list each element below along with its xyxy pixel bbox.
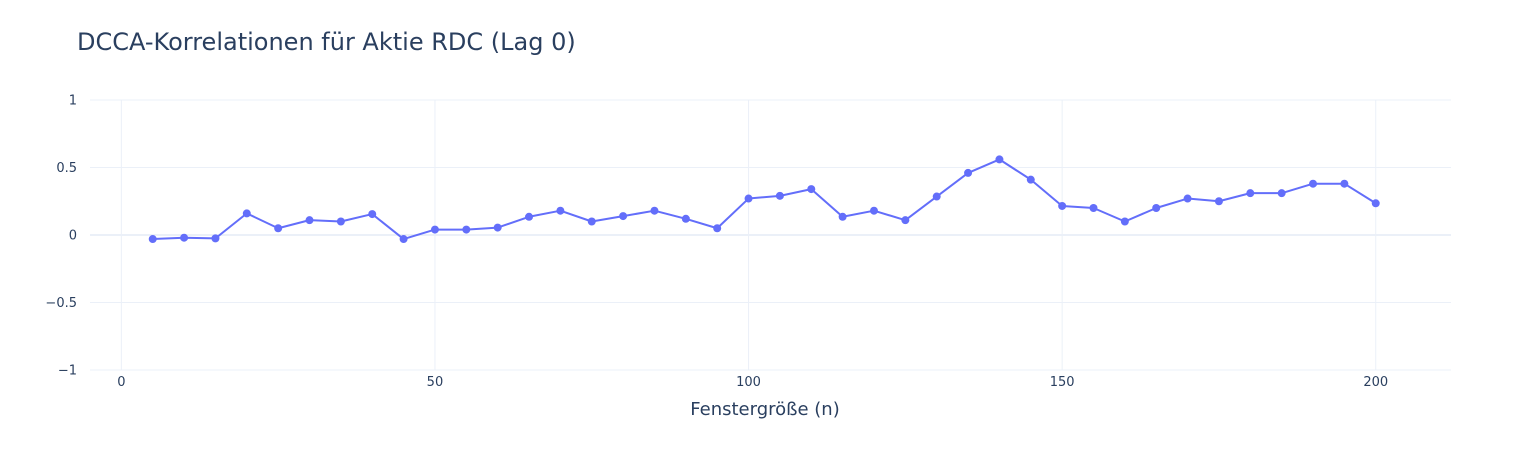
data-point-90[interactable] xyxy=(681,214,690,223)
data-point-175[interactable] xyxy=(1214,197,1223,206)
x-tick-label-100: 100 xyxy=(736,375,761,390)
data-point-30[interactable] xyxy=(305,216,314,225)
data-point-190[interactable] xyxy=(1309,179,1318,188)
y-tick-label-2: 0 xyxy=(69,229,77,244)
data-point-95[interactable] xyxy=(713,224,722,233)
data-point-120[interactable] xyxy=(869,206,878,215)
x-tick-label-200: 200 xyxy=(1363,375,1388,390)
data-point-185[interactable] xyxy=(1277,189,1286,198)
y-tick-label-4: 1 xyxy=(69,94,77,109)
data-point-85[interactable] xyxy=(650,206,659,215)
y-tick-label-3: 0.5 xyxy=(56,161,77,176)
data-point-130[interactable] xyxy=(932,192,941,201)
data-point-40[interactable] xyxy=(368,210,377,219)
data-point-135[interactable] xyxy=(964,168,973,177)
tick-layer: 0 50 100 150 200 −1 −0.5 0 0.5 1 xyxy=(45,94,1388,391)
grid-layer xyxy=(90,99,1451,371)
data-point-55[interactable] xyxy=(462,225,471,234)
series-line-0 xyxy=(152,158,1377,241)
data-point-150[interactable] xyxy=(1058,201,1067,210)
data-point-165[interactable] xyxy=(1152,204,1161,212)
x-tick-label-150: 150 xyxy=(1050,375,1075,390)
data-point-170[interactable] xyxy=(1183,194,1192,203)
data-point-180[interactable] xyxy=(1246,189,1255,198)
data-point-100[interactable] xyxy=(744,194,753,203)
data-point-140[interactable] xyxy=(995,155,1004,164)
data-point-75[interactable] xyxy=(587,217,596,226)
data-point-70[interactable] xyxy=(556,206,565,215)
data-point-145[interactable] xyxy=(1026,175,1035,184)
x-tick-label-50: 50 xyxy=(427,375,444,390)
data-point-20[interactable] xyxy=(242,209,251,218)
data-point-195[interactable] xyxy=(1340,179,1349,188)
data-point-50[interactable] xyxy=(430,225,439,234)
data-point-80[interactable] xyxy=(619,212,628,221)
data-point-10[interactable] xyxy=(180,233,189,242)
data-point-65[interactable] xyxy=(525,212,534,221)
data-point-110[interactable] xyxy=(807,185,816,194)
x-axis-title: Fenstergröße (n) xyxy=(690,399,839,420)
y-tick-label-0: −1 xyxy=(58,364,77,379)
data-point-115[interactable] xyxy=(838,212,847,221)
data-point-45[interactable] xyxy=(399,235,408,244)
data-point-105[interactable] xyxy=(775,191,784,200)
data-point-200[interactable] xyxy=(1371,199,1380,208)
data-point-35[interactable] xyxy=(336,217,345,226)
data-point-160[interactable] xyxy=(1120,217,1129,226)
data-point-125[interactable] xyxy=(901,216,910,225)
data-point-5[interactable] xyxy=(148,235,157,244)
data-point-15[interactable] xyxy=(211,234,220,243)
x-tick-label-0: 0 xyxy=(117,375,125,390)
series-layer xyxy=(148,155,1380,244)
chart-title: DCCA-Korrelationen für Aktie RDC (Lag 0) xyxy=(77,28,576,56)
data-point-60[interactable] xyxy=(493,223,502,232)
data-point-155[interactable] xyxy=(1089,204,1098,212)
y-tick-label-1: −0.5 xyxy=(45,296,77,311)
data-point-25[interactable] xyxy=(274,224,283,233)
